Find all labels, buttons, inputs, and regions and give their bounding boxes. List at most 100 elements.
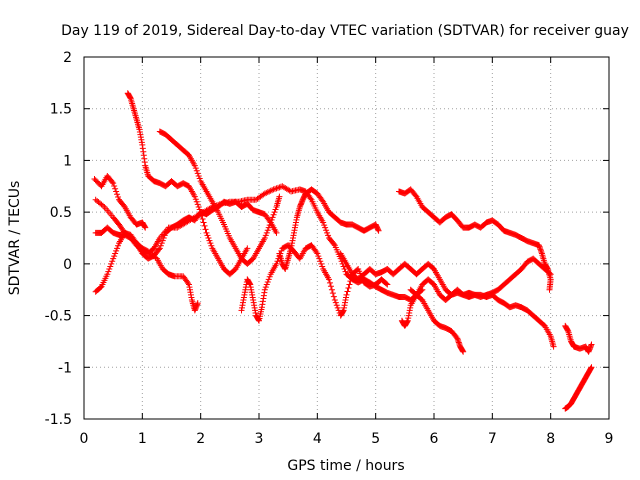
data-point [268,216,275,223]
data-point [159,237,166,244]
data-point [263,281,270,288]
data-point [115,242,122,249]
data-point [112,185,119,192]
data-point [204,232,211,239]
data-point [155,246,162,253]
data-point [264,189,271,196]
data-point [316,255,323,262]
data-point [342,268,349,275]
y-tick-label: -1 [58,360,72,376]
data-point [274,258,281,265]
data-point [325,232,332,239]
data-point [196,206,203,213]
data-point [105,268,112,275]
data-point [160,235,167,241]
data-point [343,291,350,298]
data-point [271,209,278,216]
x-tick-label: 5 [371,431,380,447]
series-arc-i [396,186,554,293]
y-tick-label: 2 [63,50,72,66]
series-arc-h [276,186,382,273]
data-point [109,258,116,265]
data-point [588,341,595,348]
data-point [273,229,280,236]
data-point [194,201,201,208]
data-point [200,219,207,226]
x-tick-label: 1 [138,431,147,447]
data-point [198,212,205,219]
data-point [261,286,268,293]
data-point [307,195,314,202]
data-point [265,276,272,283]
data-point [110,180,117,187]
data-point [328,286,335,293]
data-point [340,263,347,270]
data-point [115,193,122,200]
data-point [193,198,200,205]
data-point [207,240,214,247]
chart-title: Day 119 of 2019, Sidereal Day-to-day VTE… [61,23,629,39]
y-tick-label: -1.5 [45,412,72,428]
data-point [269,187,276,194]
data-point [327,283,334,290]
data-point [263,189,270,196]
series-arc-e [124,90,251,278]
data-point [197,209,204,216]
data-point [194,300,201,307]
data-point [205,235,212,241]
y-tick-label: 0.5 [50,205,72,221]
data-point [106,266,113,273]
data-point [273,260,280,267]
x-tick-label: 9 [605,431,614,447]
data-point [99,202,106,209]
series-arc-m [562,322,595,355]
axis-ticks: 0 1 2 3 4 5 6 7 8 9 -1.5 -1 -0.5 0 0.5 1 1.5 2 [45,50,614,447]
data-point [111,253,118,260]
data-point [157,242,164,249]
data-point [384,281,391,288]
data-point [264,278,271,285]
y-tick-label: 1 [63,153,72,169]
x-tick-label: 2 [196,431,205,447]
data-point [313,249,320,256]
data-point [267,187,274,194]
data-point [194,170,201,177]
data-point [314,250,321,257]
data-point [547,271,554,278]
data-point [261,235,268,241]
data-point [329,290,336,297]
data-point [546,286,553,293]
y-tick-label: -0.5 [45,309,72,325]
data-point [262,284,269,291]
data-point [108,260,115,267]
data-point [264,227,271,234]
series-arc-b [91,172,149,231]
data-point [206,237,213,244]
data-point [192,196,199,203]
data-point [262,232,269,239]
series-arc-l [407,276,557,350]
data-point [588,364,595,371]
data-point [318,260,325,267]
data-point [322,224,329,231]
series-arc-f [156,128,283,267]
data-point [195,172,202,179]
x-tick-label: 0 [80,431,89,447]
data-point [112,250,119,257]
data-point [334,304,341,311]
data-point [110,255,117,262]
data-point [266,273,273,280]
data-point [113,247,120,254]
data-point [195,203,202,210]
data-point [199,216,206,223]
data-series [91,90,595,412]
x-tick-label: 8 [546,431,555,447]
data-point [107,263,114,270]
x-tick-label: 6 [430,431,439,447]
plot-frame [83,56,610,420]
data-point [383,280,390,287]
data-point [270,211,277,218]
data-point [263,229,270,236]
data-point [113,188,120,195]
